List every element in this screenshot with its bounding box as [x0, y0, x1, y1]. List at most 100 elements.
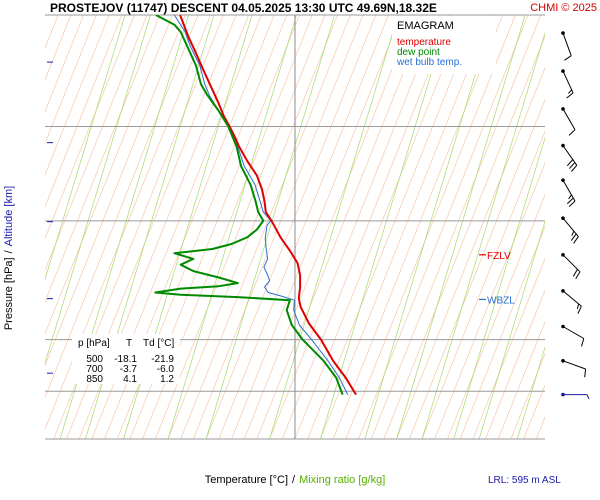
mixing-ratio-line [45, 15, 151, 365]
wind-barb [561, 359, 587, 378]
isotherm-line [205, 15, 377, 439]
wind-barb-feather [566, 197, 574, 205]
dew-point-profile-line [154, 15, 344, 395]
wind-barb-feather [568, 194, 572, 200]
isotherm-line [485, 289, 545, 439]
isotherm-line [45, 15, 135, 240]
isotherm-line [45, 15, 186, 367]
altitude-tick-labels [47, 61, 53, 374]
data-table: p [hPa] T Td [°C] 500 -18.1 -21.9 700 -3… [72, 334, 180, 385]
isotherm-line [243, 15, 415, 439]
wind-barb-feather [573, 236, 579, 244]
wind-barb-staff [562, 217, 579, 237]
wind-barb-station [561, 31, 565, 35]
isotherm-line [45, 15, 161, 303]
wind-barb-feather [571, 164, 578, 172]
wind-barb-station [561, 392, 565, 397]
y-axis-title: Pressure [hPa] / Altitude [km] [3, 186, 15, 330]
table-cell-t: -18.1 [114, 354, 137, 365]
copyright-text: CHMI © 2025 [530, 2, 597, 14]
y-axis-altitude-label: Altitude [km] [3, 186, 15, 247]
mixing-ratio-line [453, 136, 545, 439]
wind-barb-feather [570, 233, 577, 241]
isotherm-line [154, 15, 326, 439]
wind-barb-station [561, 69, 565, 73]
temperature-profile-line [179, 15, 357, 396]
isotherm-line [459, 225, 545, 439]
isotherm-line [549, 15, 600, 439]
isotherm-line [383, 35, 545, 439]
mixing-ratio-line [205, 15, 335, 439]
mixing-ratio-line [555, 15, 600, 439]
wind-barb-station [561, 359, 565, 363]
mixing-ratio-line [269, 15, 399, 439]
isotherm-line [345, 15, 516, 439]
isotherm-line [281, 15, 453, 439]
isotherm-line [421, 130, 545, 439]
isotherm-line [45, 15, 110, 176]
isotherm-line [45, 15, 97, 145]
wind-barb-feather [584, 368, 587, 378]
data-table-box [72, 334, 180, 384]
isotherm-line [510, 352, 545, 439]
x-axis-title: Temperature [°C] / Mixing ratio [g/kg] [205, 474, 386, 486]
chart-title: PROSTEJOV (11747) DESCENT 04.05.2025 13:… [50, 1, 437, 15]
fzlv-label: FZLV [487, 251, 511, 262]
wind-barb-station [561, 216, 565, 220]
y-axis-pressure-label: Pressure [hPa] [3, 257, 15, 330]
isotherm-line [587, 15, 600, 439]
isotherm-line [180, 15, 351, 439]
wind-barb-staff [562, 254, 581, 273]
wind-barb-feather [581, 338, 585, 347]
mixing-ratio-line [167, 15, 297, 439]
isotherm-line [562, 15, 600, 439]
mixing-ratio-line [396, 15, 526, 439]
legend-heading: EMAGRAM [397, 20, 454, 32]
wind-barb-feather [576, 303, 580, 309]
wind-barb [561, 392, 590, 400]
wind-barb-staff [562, 326, 585, 339]
wind-barb-feather [572, 269, 578, 277]
wind-barb [561, 69, 574, 99]
table-cell-td: 1.2 [160, 374, 174, 385]
isotherm-line [307, 15, 478, 439]
wind-barb [561, 289, 582, 314]
wind-barb-feather [575, 271, 581, 280]
wind-barb [561, 107, 576, 136]
table-cell-p: 700 [86, 364, 103, 375]
isotherm-line [294, 15, 465, 439]
mixing-ratio-line [45, 15, 126, 281]
table-cell-p: 850 [86, 374, 103, 385]
table-header-t: T [126, 338, 132, 349]
table-cell-p: 500 [86, 354, 103, 365]
isotherm-line [370, 15, 542, 439]
wind-barb-feather [569, 162, 576, 169]
legend-item-temperature: temperature [397, 37, 451, 48]
wind-barb-station [561, 143, 565, 148]
isotherm-line [472, 257, 545, 439]
wind-barb-feather [566, 92, 574, 99]
wind-barb-feather [564, 55, 572, 61]
wind-barb-feather [571, 230, 575, 236]
table-cell-t: -3.7 [120, 364, 138, 375]
isotherm-line [167, 15, 338, 439]
legend-item-wet-bulb: wet bulb temp. [396, 57, 462, 68]
wind-barb-staff [562, 290, 582, 307]
wind-barb-staff [562, 108, 576, 130]
legend-item-dew-point: dew point [397, 47, 440, 58]
wind-barb-feather [566, 159, 574, 167]
isotherm-line [408, 98, 545, 439]
wind-barb-feather [568, 200, 576, 208]
wind-barb [561, 31, 572, 61]
wind-barb-staff [562, 70, 574, 94]
wind-barb-feather [568, 129, 576, 136]
x-axis-mixing-ratio-label: Mixing ratio [g/kg] [299, 474, 385, 486]
wind-barbs [561, 31, 590, 400]
isotherm-line [574, 15, 600, 439]
isotherm-line [45, 15, 148, 272]
isotherm-line [358, 15, 529, 439]
isotherm-line [434, 162, 545, 439]
isotherm-line [535, 416, 545, 439]
isotherm-line [256, 15, 427, 439]
isotherm-line [45, 15, 199, 399]
